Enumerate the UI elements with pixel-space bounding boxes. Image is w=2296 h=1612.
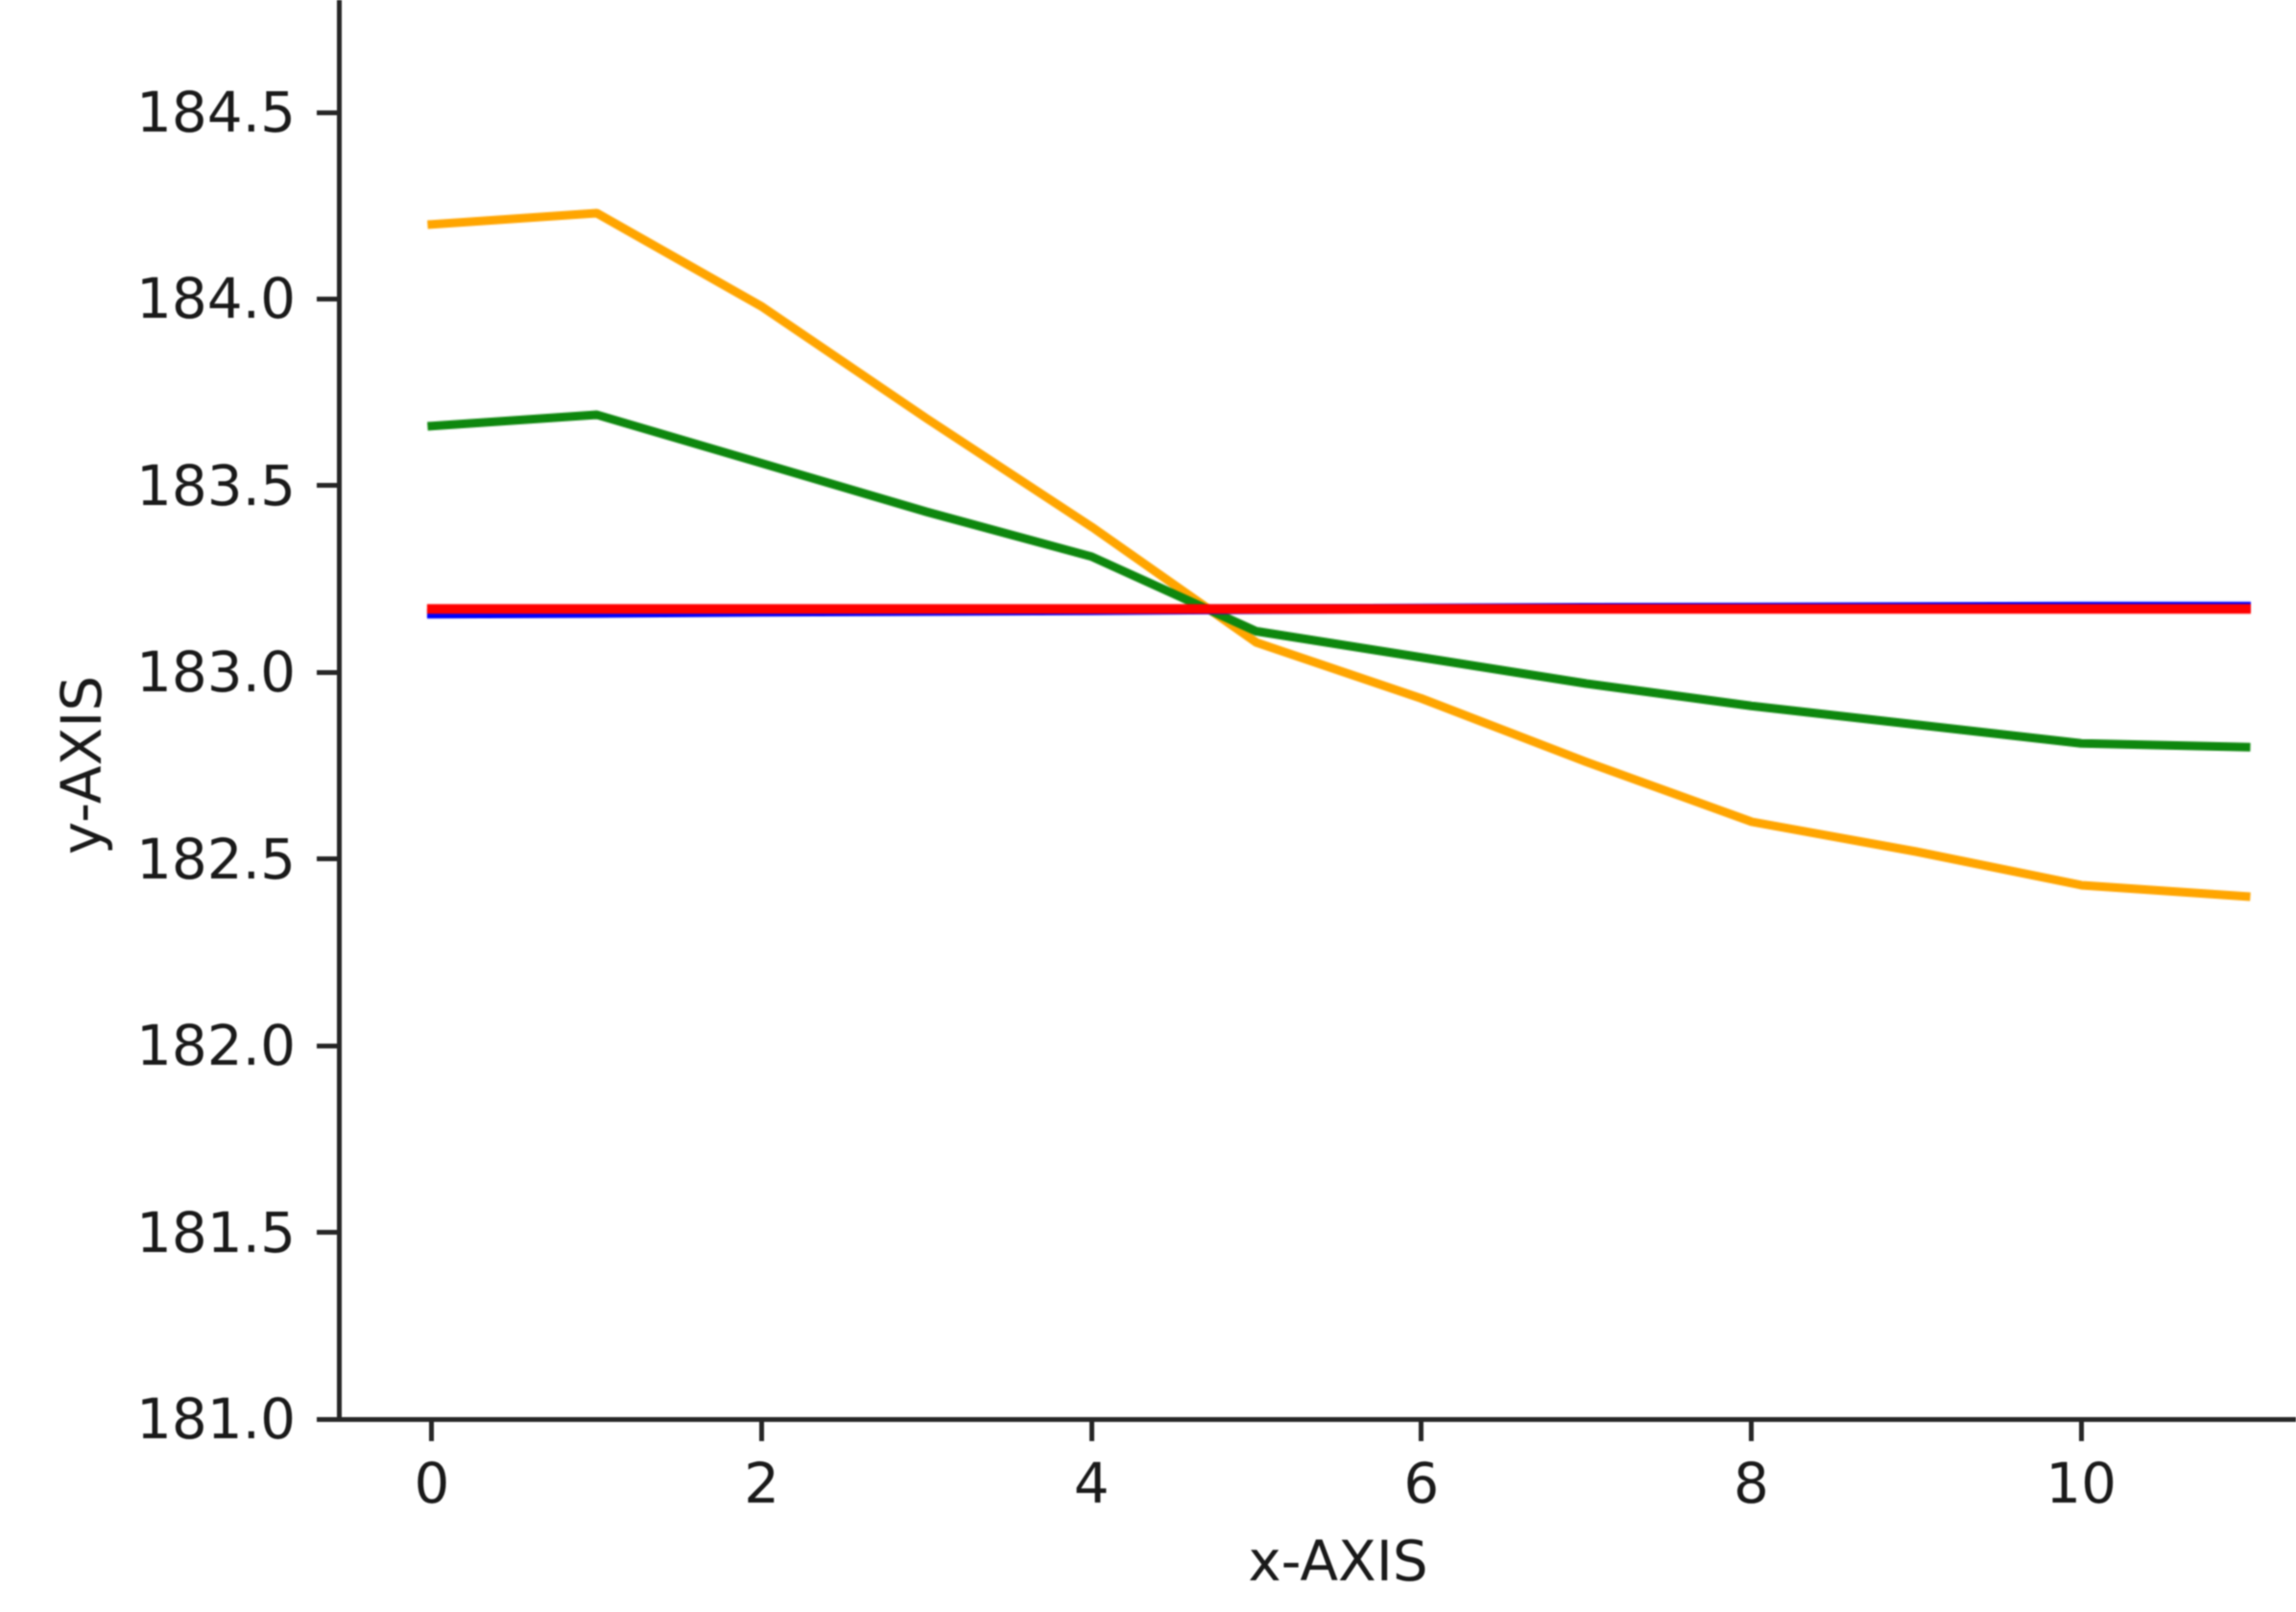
y-axis-title: y-AXIS <box>49 675 114 855</box>
y-tick-mark <box>317 1230 339 1236</box>
x-tick-mark <box>2078 1419 2084 1441</box>
x-tick-mark <box>759 1419 765 1441</box>
x-tick-mark <box>1419 1419 1424 1441</box>
x-tick-label: 2 <box>744 1451 779 1516</box>
y-tick-label: 184.0 <box>135 266 296 332</box>
x-tick-label: 4 <box>1073 1451 1110 1516</box>
y-tick-label: 182.0 <box>135 1013 296 1079</box>
x-tick-label: 0 <box>414 1451 450 1516</box>
y-tick-label: 183.5 <box>135 452 296 518</box>
x-tick-label: 6 <box>1403 1451 1440 1516</box>
x-tick-label: 10 <box>2045 1451 2117 1516</box>
x-tick-mark <box>429 1419 435 1441</box>
y-tick-mark <box>317 296 339 301</box>
y-tick-label: 181.5 <box>135 1199 296 1265</box>
y-tick-mark <box>317 669 339 675</box>
x-tick-mark <box>1748 1419 1754 1441</box>
x-tick-label: 8 <box>1734 1451 1769 1516</box>
y-tick-label: 182.5 <box>135 826 296 892</box>
y-tick-mark <box>317 483 339 489</box>
y-tick-label: 181.0 <box>135 1386 296 1452</box>
y-tick-label: 183.0 <box>135 639 296 706</box>
x-axis-spine <box>337 1417 2296 1422</box>
y-axis-spine <box>337 0 342 1422</box>
y-tick-mark <box>317 1043 339 1048</box>
y-tick-mark <box>317 1416 339 1422</box>
y-tick-mark <box>317 109 339 115</box>
y-tick-label: 184.5 <box>135 80 296 146</box>
x-tick-mark <box>1088 1419 1094 1441</box>
x-axis-title: x-AXIS <box>1248 1528 1428 1594</box>
y-tick-mark <box>317 856 339 862</box>
